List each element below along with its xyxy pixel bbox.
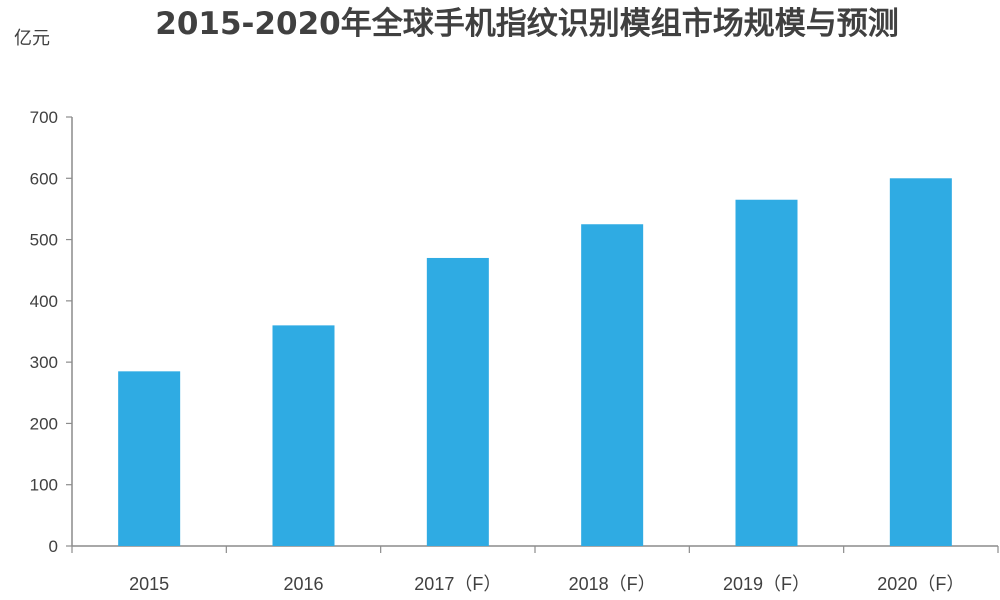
y-tick-label: 100 xyxy=(30,476,58,495)
y-axis-unit-label: 亿元 xyxy=(14,28,50,49)
bar xyxy=(118,371,181,546)
x-tick-label: 2016 xyxy=(283,574,323,594)
chart-title: 2015-2020年全球手机指纹识别模组市场规模与预测 xyxy=(155,6,898,42)
y-tick-label: 500 xyxy=(30,231,58,250)
y-tick-label: 400 xyxy=(30,292,58,311)
x-tick-label: 2015 xyxy=(129,574,169,594)
bar xyxy=(735,199,798,546)
plot-area: 0 100 200 300 400 500 600 700 2015 2016 2017（F） 201… xyxy=(30,108,999,594)
y-tick-label: 300 xyxy=(30,353,58,372)
x-tick-label: 2017（F） xyxy=(414,574,501,594)
x-tick-label: 2019（F） xyxy=(723,574,810,594)
bar xyxy=(581,224,644,546)
y-tick-label: 600 xyxy=(30,169,58,188)
x-tick-label: 2018（F） xyxy=(569,574,656,594)
bar xyxy=(889,178,952,547)
bar xyxy=(272,325,335,546)
y-tick-label: 700 xyxy=(30,108,58,127)
y-tick-label: 200 xyxy=(30,414,58,433)
y-tick-label: 0 xyxy=(49,537,58,556)
bar xyxy=(426,257,489,546)
x-tick-label: 2020（F） xyxy=(877,574,964,594)
